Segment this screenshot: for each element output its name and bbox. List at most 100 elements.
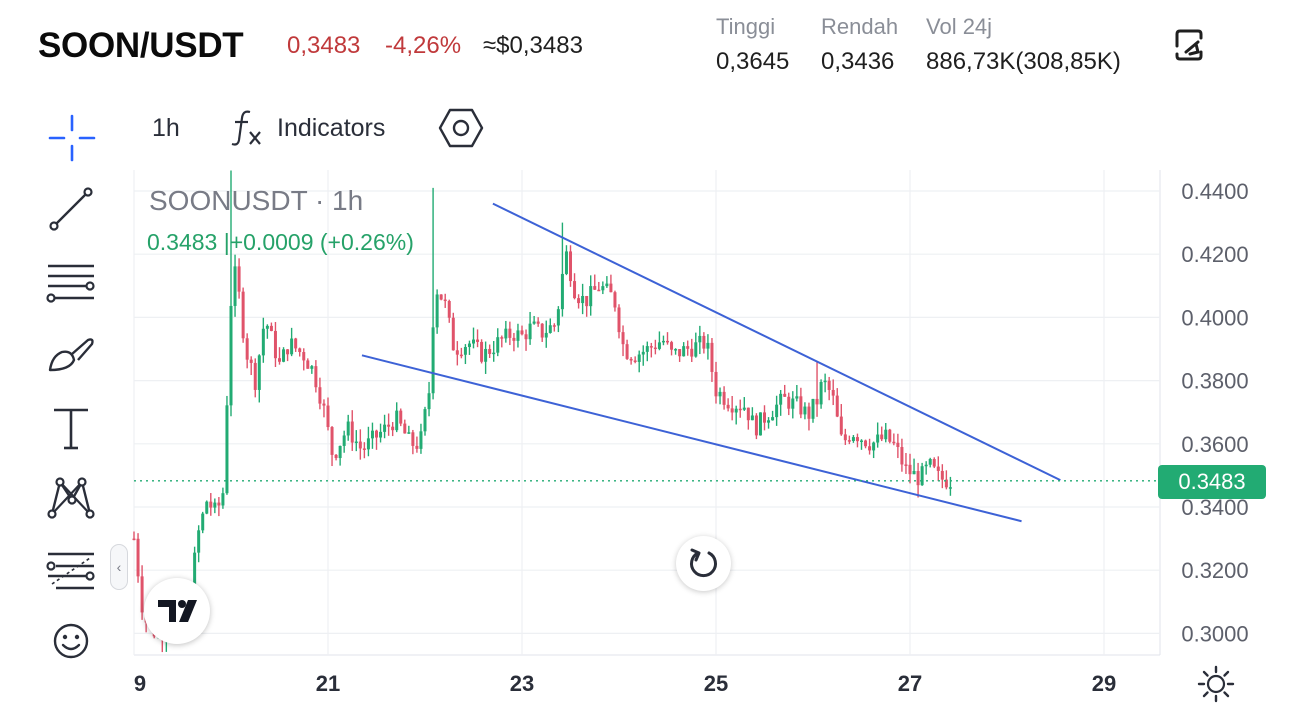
candle-body	[391, 426, 395, 431]
candle-body	[536, 321, 540, 324]
tradingview-logo[interactable]	[144, 578, 210, 644]
indicators-button[interactable]: Indicators	[277, 114, 386, 142]
price-tick-label: 0.3600	[1181, 432, 1248, 457]
trend-line-icon[interactable]	[44, 182, 98, 236]
candle-body	[532, 321, 536, 324]
reset-chart-button[interactable]	[676, 536, 731, 591]
candle-body	[286, 349, 290, 355]
price-tick-label: 0.3800	[1181, 369, 1248, 394]
candle-body	[678, 349, 682, 357]
candle-body	[617, 307, 621, 333]
emoji-icon[interactable]	[44, 614, 98, 668]
interval-button[interactable]: 1h	[152, 114, 180, 142]
horizontal-lines-icon[interactable]	[44, 258, 98, 312]
candle-body	[508, 328, 512, 338]
candle-body	[439, 294, 443, 300]
candle-body	[815, 398, 819, 405]
candle-body	[560, 273, 564, 310]
chart-settings-gear-icon[interactable]	[1196, 664, 1236, 704]
candle-body	[500, 337, 504, 339]
chart-grid	[133, 170, 1161, 656]
candle-body	[383, 424, 387, 432]
stat-high-value: 0,3645	[716, 48, 790, 75]
candle-body	[573, 281, 577, 299]
candle-body	[738, 408, 742, 411]
candle-body	[722, 391, 726, 405]
candle-body	[496, 337, 500, 353]
candle-body	[350, 421, 354, 443]
candle-body	[811, 398, 815, 419]
candle-body	[261, 328, 265, 356]
stat-high: Tinggi 0,3645	[716, 14, 789, 76]
candle-body	[334, 454, 338, 459]
candle-body	[855, 437, 859, 442]
stat-volume-label: Vol 24j	[926, 14, 993, 39]
candle-body	[132, 538, 136, 541]
candle-body	[702, 335, 706, 349]
candle-body	[694, 342, 698, 357]
legend-symbol: SOONUSDT · 1h	[149, 185, 364, 216]
candle-body	[358, 441, 362, 449]
candle-body	[282, 349, 286, 362]
candle-body	[476, 339, 480, 342]
candle-body	[706, 342, 710, 349]
crosshair-icon[interactable]	[46, 112, 98, 164]
candle-body	[666, 340, 669, 343]
candle-body	[920, 466, 924, 486]
candle-body	[205, 501, 209, 514]
candle-body	[868, 446, 872, 451]
candle-body	[629, 358, 633, 361]
candle-body	[463, 347, 467, 355]
price-tick-label: 0.4000	[1181, 305, 1248, 330]
candle-body	[730, 408, 734, 413]
candle-body	[233, 266, 237, 306]
candle-body	[839, 416, 843, 435]
candle-body	[375, 430, 378, 438]
candle-body	[387, 424, 391, 427]
price-chart[interactable]: 0.4400 0.4200 0.4000 0.3800 0.3600 0.3400 0.32…	[0, 160, 1292, 708]
legend-values: 0.3483 |+0.0009 (+0.26%)	[147, 229, 414, 255]
stat-volume: Vol 24j 886,73K(308,85K)	[926, 14, 1121, 76]
stat-low: Rendah 0,3436	[821, 14, 898, 76]
candle-body	[265, 325, 269, 329]
candle-body	[225, 405, 229, 494]
candle-body	[290, 338, 294, 355]
candle-body	[823, 380, 827, 383]
candle-body	[524, 334, 528, 340]
candle-body	[318, 387, 322, 404]
candle-body	[799, 396, 803, 415]
candle-body	[229, 305, 233, 406]
candle-body	[407, 432, 411, 434]
fullscreen-icon[interactable]	[1168, 24, 1210, 66]
candle-body	[758, 412, 762, 436]
candle-body	[819, 381, 823, 405]
candle-body	[512, 337, 516, 341]
candle-body	[330, 427, 334, 455]
candle-body	[851, 437, 855, 441]
candle-body	[601, 286, 605, 291]
candle-body	[783, 393, 787, 397]
candle-body	[661, 340, 665, 343]
pattern-icon[interactable]	[44, 470, 98, 524]
candle-body	[924, 464, 928, 467]
header: SOON/USDT 0,3483 -4,26% ≈$0,3483 Tinggi …	[0, 0, 1292, 95]
candle-body	[690, 348, 694, 357]
candle-body	[597, 289, 601, 292]
indicators-icon[interactable]	[228, 108, 264, 148]
settings-hexagon-icon[interactable]	[438, 106, 484, 150]
candle-body	[831, 389, 835, 396]
candle-body	[912, 470, 916, 475]
time-tick-label: 29	[1092, 671, 1116, 696]
toolbar-collapse-handle[interactable]: ‹	[110, 544, 128, 590]
candle-body	[734, 408, 738, 413]
forecast-icon[interactable]	[44, 544, 98, 598]
candle-body	[653, 347, 657, 350]
price-tick-label: 0.4400	[1181, 179, 1248, 204]
time-tick-label: 21	[316, 671, 340, 696]
candle-body	[395, 410, 399, 431]
candle-body	[791, 398, 795, 409]
candle-body	[467, 343, 471, 348]
candle-body	[698, 335, 702, 343]
brush-icon[interactable]	[44, 328, 98, 382]
text-icon[interactable]	[44, 402, 98, 456]
